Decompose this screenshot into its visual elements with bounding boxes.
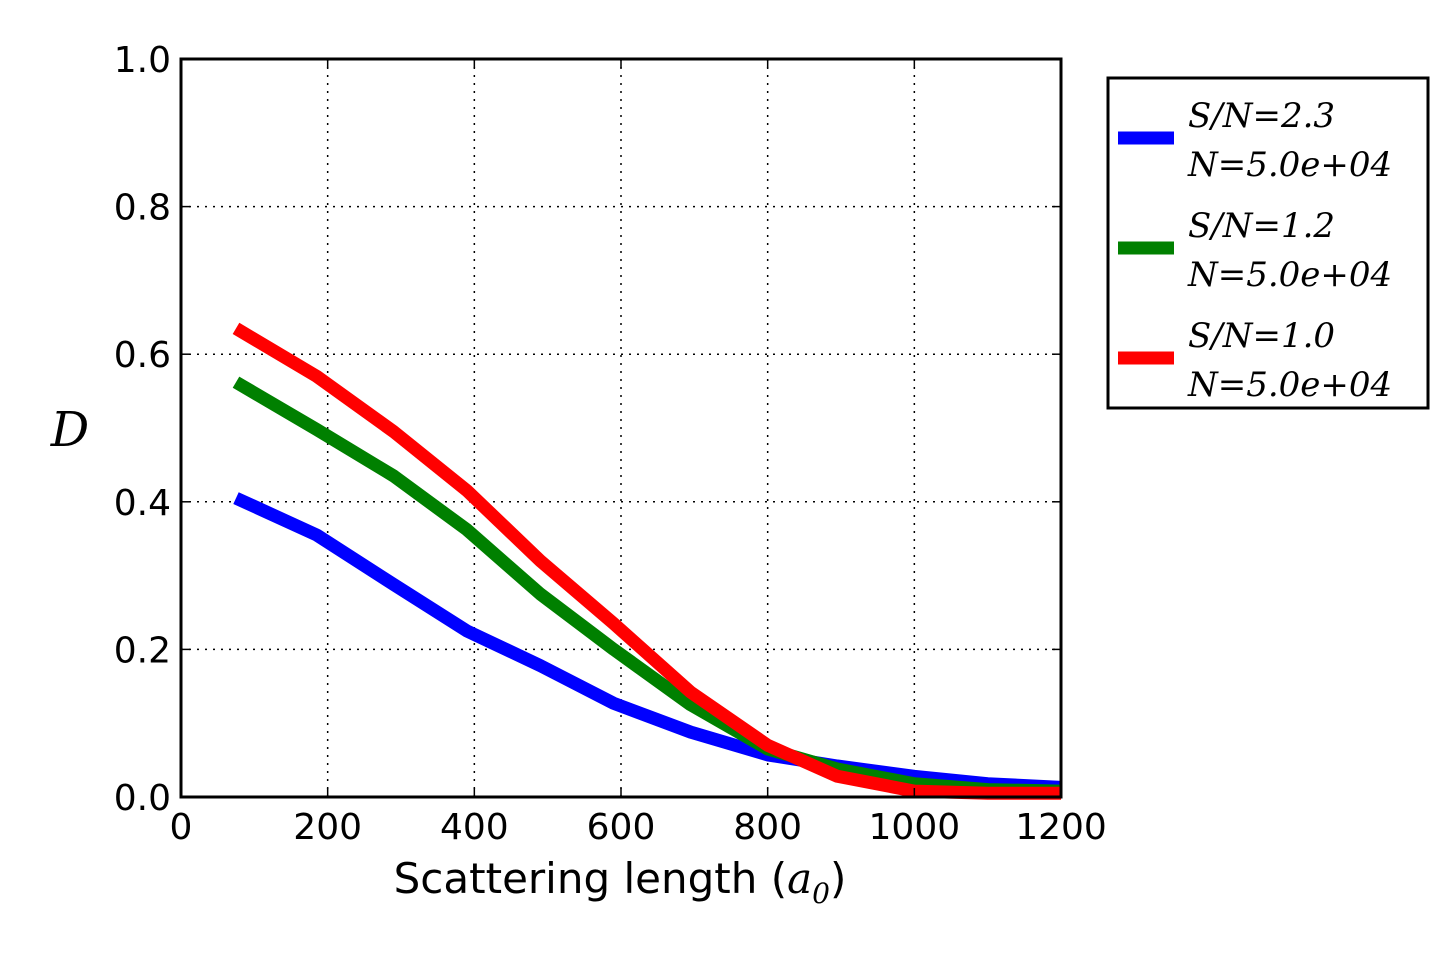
x-tick-label: 400 — [440, 807, 509, 848]
y-axis-label: D — [50, 402, 89, 458]
x-tick-label: 1200 — [1015, 807, 1107, 848]
x-tick-label: 1000 — [869, 807, 961, 848]
series-lines — [232, 322, 1062, 800]
series-line-2 — [232, 376, 1062, 798]
y-tick-label: 0.2 — [114, 630, 171, 671]
y-tick-label: 0.8 — [114, 188, 171, 229]
axis-ticks: 0 200 400 600 800 1000 1200 0.0 0.2 0.4 0.6 0.8 1.0 — [114, 40, 1107, 848]
y-tick-label: 1.0 — [114, 40, 171, 81]
legend-label-line2: N=5.0e+04 — [1187, 365, 1392, 405]
x-tick-label: 800 — [733, 807, 802, 848]
y-tick-label: 0.0 — [114, 778, 171, 819]
legend: S/N=2.3 N=5.0e+04 S/N=1.2 N=5.0e+04 S/N=1.0 N… — [1106, 76, 1430, 410]
x-tick-label: 0 — [170, 807, 193, 848]
x-tick-label: 200 — [293, 807, 362, 848]
legend-label-line1: S/N=1.2 — [1188, 206, 1335, 246]
series-line-3 — [232, 322, 1061, 800]
legend-label-line2: N=5.0e+04 — [1187, 255, 1392, 295]
y-tick-label: 0.4 — [114, 483, 171, 524]
legend-label-line1: S/N=2.3 — [1188, 96, 1335, 136]
legend-label-line1: S/N=1.0 — [1188, 316, 1335, 356]
series-line-1 — [233, 492, 1062, 794]
y-tick-label: 0.6 — [114, 335, 171, 376]
x-axis-label: Scattering length (a0) — [394, 854, 847, 910]
x-tick-label: 600 — [587, 807, 656, 848]
legend-label-line2: N=5.0e+04 — [1187, 145, 1392, 185]
